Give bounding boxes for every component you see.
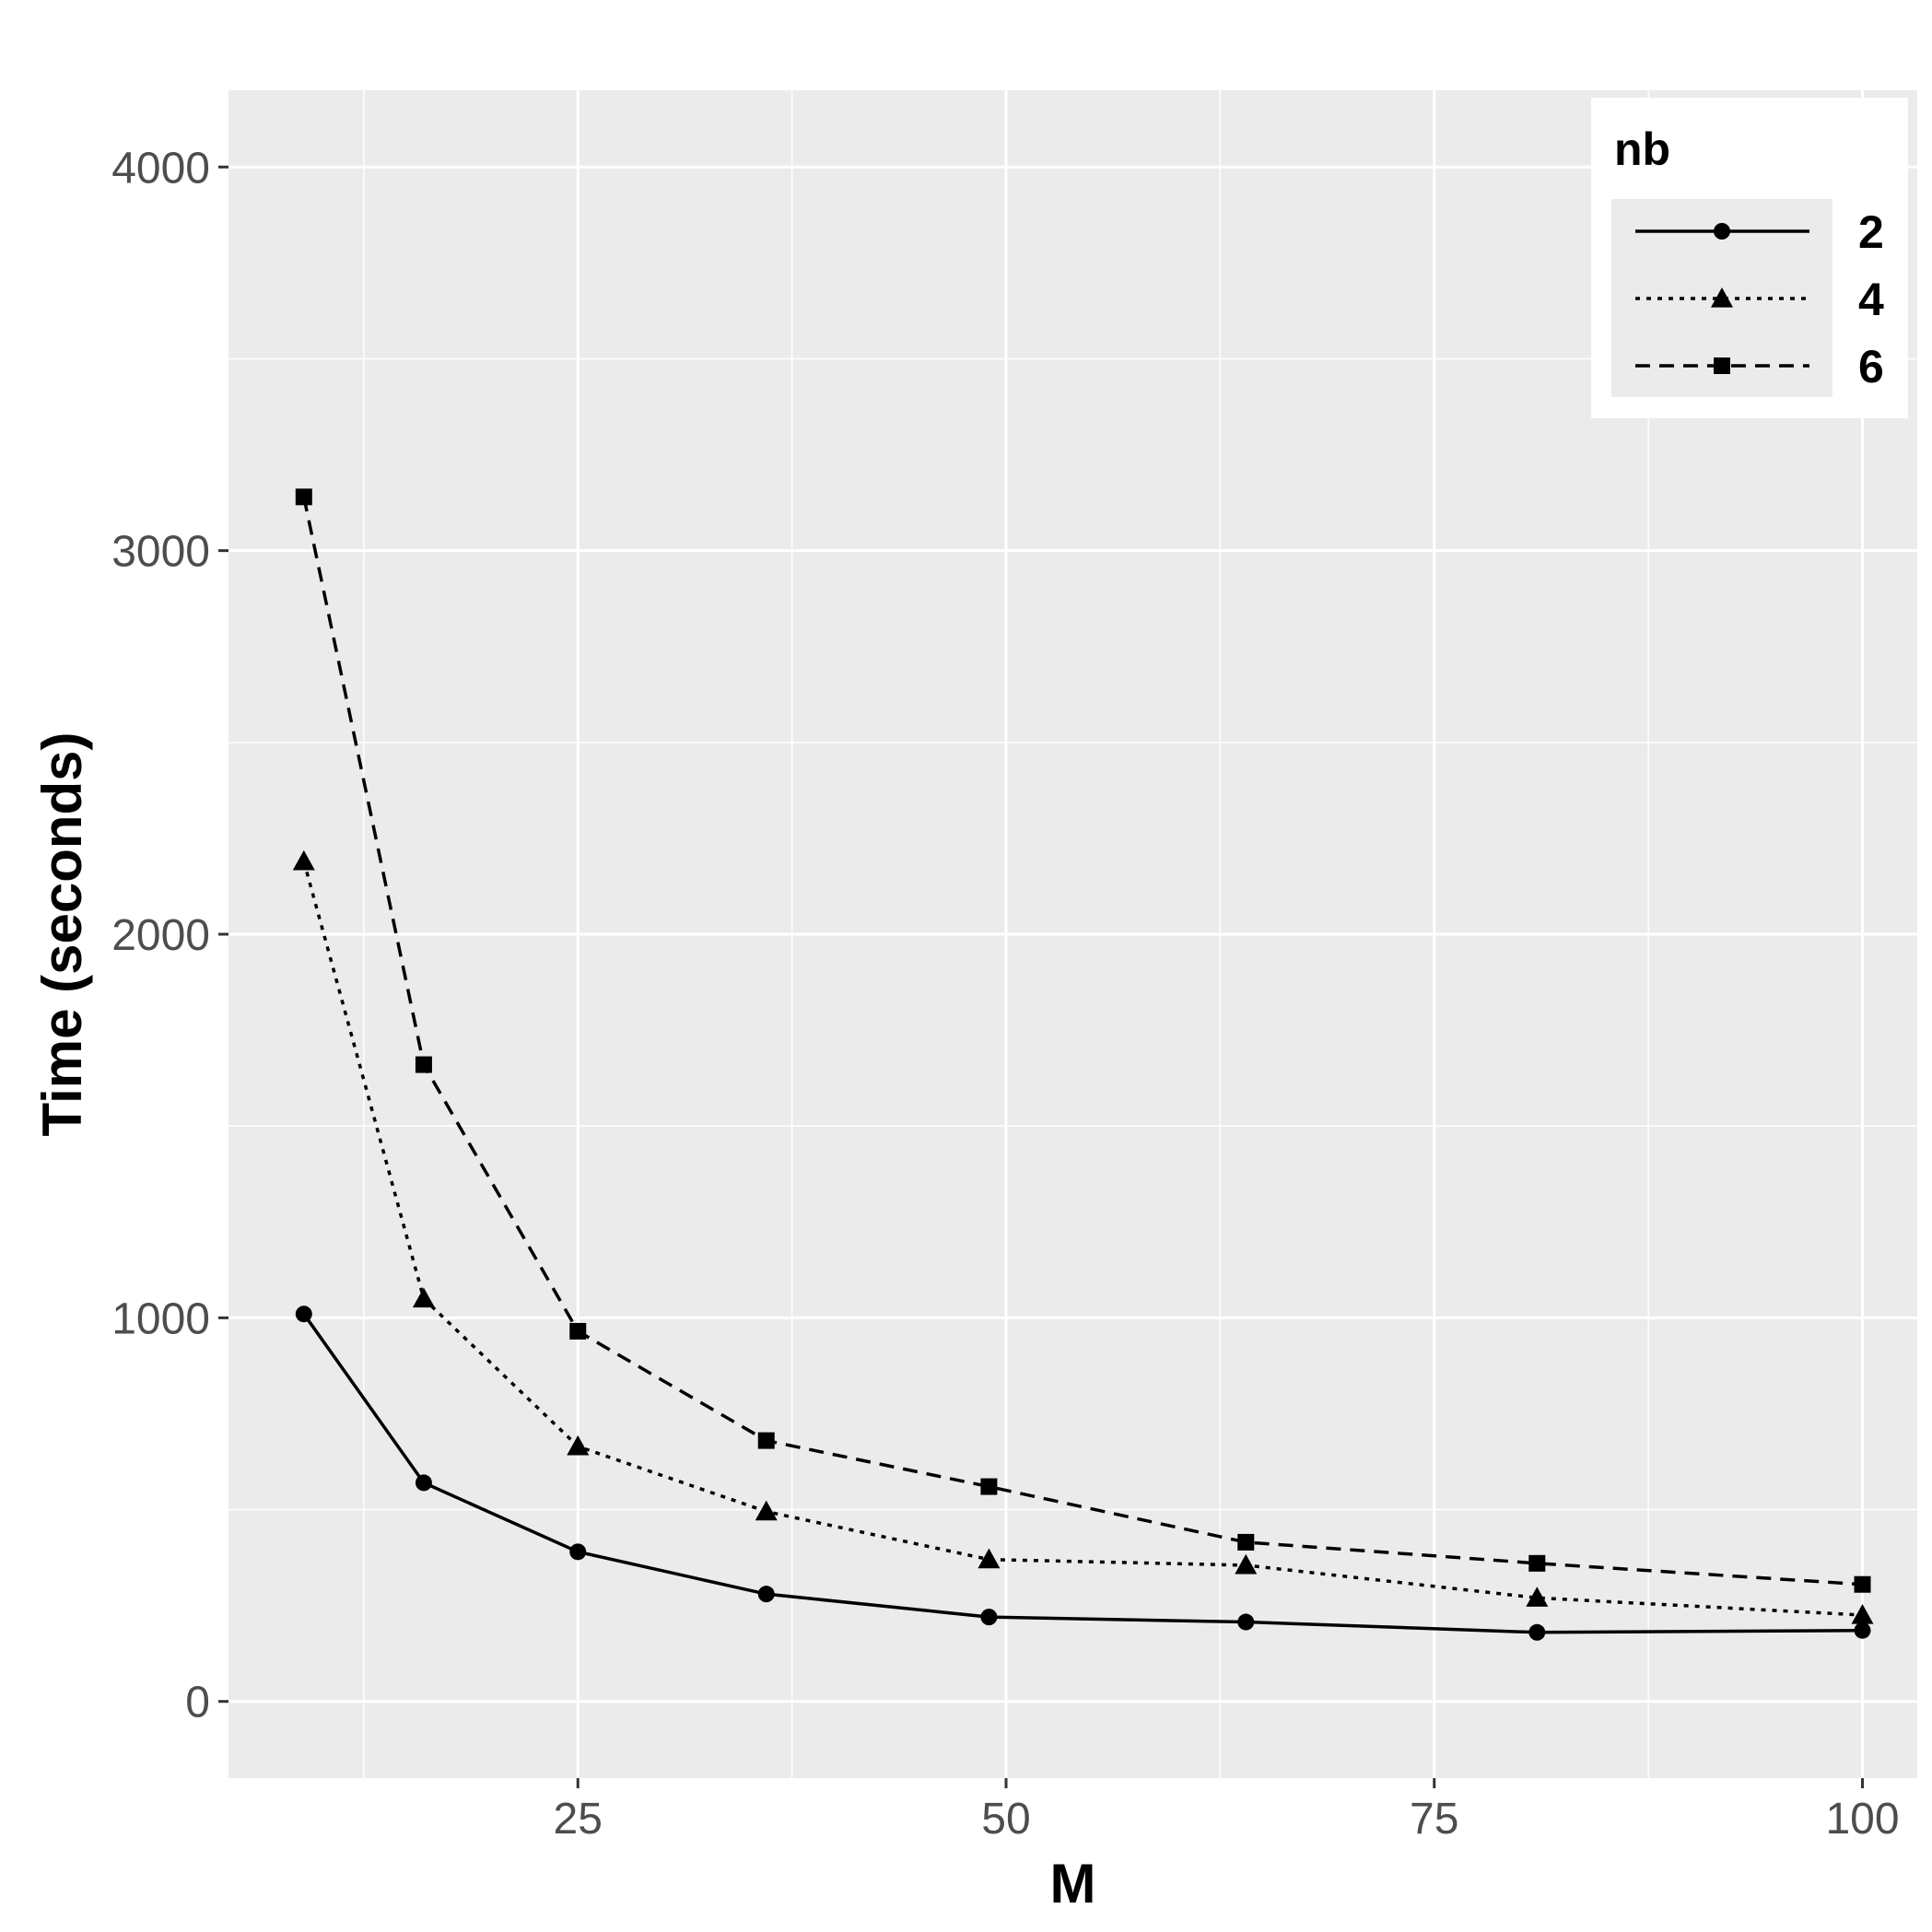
- legend-entry-nb-6: 6: [1635, 341, 1884, 392]
- data-point-triangle: [1851, 1604, 1874, 1624]
- y-axis-title: Time (seconds): [31, 732, 93, 1136]
- legend-entry-nb-2: 2: [1635, 206, 1884, 258]
- series-nb-2: [295, 1306, 1871, 1641]
- data-point-square: [569, 1322, 587, 1340]
- y-tick-label: 3000: [111, 528, 210, 577]
- series-line-nb-4: [302, 861, 1863, 1617]
- data-point-square: [295, 488, 312, 506]
- legend-label: 6: [1858, 341, 1884, 392]
- data-point-triangle: [412, 1287, 435, 1308]
- y-tick-label: 1000: [111, 1294, 210, 1343]
- data-point-circle: [980, 1609, 998, 1626]
- data-point-square: [415, 1056, 432, 1073]
- data-point-square: [1237, 1533, 1255, 1551]
- legend-title: nb: [1614, 123, 1670, 175]
- x-tick-label: 50: [981, 1795, 1030, 1844]
- data-point-square: [1854, 1575, 1871, 1593]
- series-line-nb-6: [302, 496, 1863, 1587]
- data-point-triangle: [978, 1548, 1001, 1569]
- data-point-circle: [415, 1474, 432, 1492]
- data-point-square: [980, 1478, 998, 1495]
- series-nb-6: [295, 488, 1871, 1593]
- data-point-triangle: [567, 1434, 590, 1456]
- x-tick-label: 25: [554, 1795, 603, 1844]
- data-point-circle: [1854, 1622, 1871, 1639]
- x-tick-label: 75: [1410, 1795, 1458, 1844]
- legend-label: 4: [1858, 274, 1884, 325]
- legend-entries: 2 4 6: [1635, 206, 1884, 392]
- series-layer: [292, 488, 1874, 1641]
- legend-marker-square: [1714, 357, 1730, 374]
- y-tick-label: 0: [185, 1679, 210, 1727]
- series-line-nb-2: [302, 1313, 1863, 1634]
- data-point-circle: [569, 1543, 587, 1561]
- y-tick-label: 4000: [111, 144, 210, 193]
- data-point-circle: [1237, 1613, 1255, 1631]
- data-point-square: [757, 1432, 775, 1449]
- x-tick-label: 100: [1825, 1795, 1899, 1844]
- x-axis-title: M: [1050, 1853, 1096, 1914]
- y-tick-label: 2000: [111, 911, 210, 960]
- data-point-circle: [295, 1306, 312, 1323]
- series-nb-4: [292, 849, 1874, 1624]
- legend-marker-circle: [1714, 223, 1730, 240]
- data-point-triangle: [292, 849, 315, 871]
- legend: nb 2 4 6: [1591, 98, 1908, 418]
- data-point-square: [1528, 1554, 1546, 1572]
- legend-label: 2: [1858, 206, 1884, 258]
- data-point-triangle: [755, 1500, 778, 1521]
- data-point-circle: [1528, 1623, 1546, 1641]
- data-point-triangle: [1526, 1587, 1549, 1607]
- data-point-circle: [757, 1586, 775, 1603]
- legend-marker-triangle: [1711, 287, 1733, 308]
- data-point-triangle: [1235, 1553, 1258, 1575]
- legend-entry-nb-4: 4: [1635, 274, 1884, 325]
- major-gridlines: [228, 90, 1917, 1778]
